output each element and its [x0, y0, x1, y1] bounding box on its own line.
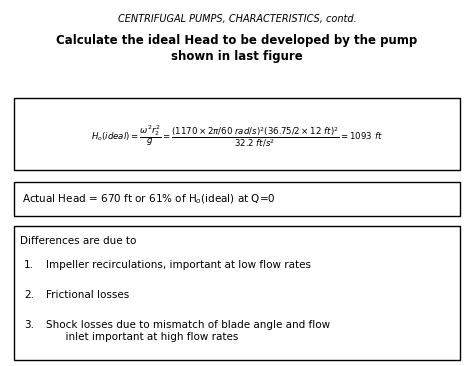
FancyBboxPatch shape — [14, 98, 460, 170]
FancyBboxPatch shape — [14, 226, 460, 360]
Text: Frictional losses: Frictional losses — [46, 290, 129, 300]
FancyBboxPatch shape — [14, 182, 460, 216]
Text: 3.: 3. — [24, 320, 34, 330]
Text: Actual Head = 670 ft or 61% of H$_o$(ideal) at Q=0: Actual Head = 670 ft or 61% of H$_o$(ide… — [22, 192, 276, 206]
Text: Calculate the ideal Head to be developed by the pump: Calculate the ideal Head to be developed… — [56, 34, 418, 47]
Text: $\mathit{H_o(ideal)} = \dfrac{\omega^2 r_2^2}{g} = \dfrac{(1170\times 2\pi/60\ \: $\mathit{H_o(ideal)} = \dfrac{\omega^2 r… — [91, 123, 383, 149]
Text: 2.: 2. — [24, 290, 34, 300]
Text: Shock losses due to mismatch of blade angle and flow
      inlet important at hi: Shock losses due to mismatch of blade an… — [46, 320, 330, 343]
Text: shown in last figure: shown in last figure — [171, 50, 303, 63]
Text: CENTRIFUGAL PUMPS, CHARACTERISTICS, contd.: CENTRIFUGAL PUMPS, CHARACTERISTICS, cont… — [118, 14, 356, 24]
Text: 1.: 1. — [24, 260, 34, 270]
Text: Differences are due to: Differences are due to — [20, 236, 137, 246]
Text: Impeller recirculations, important at low flow rates: Impeller recirculations, important at lo… — [46, 260, 311, 270]
